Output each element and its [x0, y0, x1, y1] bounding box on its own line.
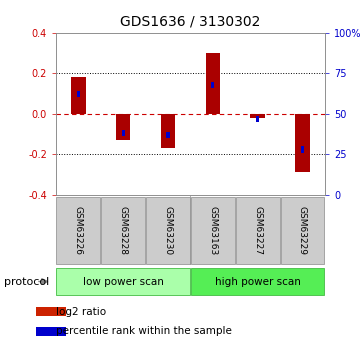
Bar	[56, 197, 100, 264]
Bar	[301, 147, 304, 152]
Bar	[280, 197, 325, 264]
Text: protocol: protocol	[4, 277, 49, 286]
Text: GSM63226: GSM63226	[74, 206, 83, 255]
Bar	[36, 327, 66, 336]
Bar	[206, 53, 220, 114]
Bar	[77, 91, 80, 97]
Text: GSM63163: GSM63163	[208, 206, 217, 255]
Text: GSM63229: GSM63229	[298, 206, 307, 255]
Bar	[166, 132, 170, 138]
Text: percentile rank within the sample: percentile rank within the sample	[56, 326, 232, 336]
Bar	[56, 268, 190, 295]
Bar	[146, 197, 190, 264]
Bar	[116, 114, 130, 140]
Title: GDS1636 / 3130302: GDS1636 / 3130302	[120, 15, 261, 29]
Bar	[122, 130, 125, 136]
Text: GSM63228: GSM63228	[119, 206, 128, 255]
Bar	[295, 114, 310, 171]
Bar	[256, 116, 259, 122]
Text: log2 ratio: log2 ratio	[56, 307, 106, 317]
Text: low power scan: low power scan	[83, 277, 164, 286]
Bar	[71, 77, 86, 114]
Text: GSM63230: GSM63230	[164, 206, 173, 255]
Text: high power scan: high power scan	[215, 277, 301, 286]
Bar	[161, 114, 175, 148]
Bar	[251, 114, 265, 118]
Bar	[236, 197, 280, 264]
Text: GSM63227: GSM63227	[253, 206, 262, 255]
Bar	[101, 197, 145, 264]
Bar	[191, 268, 325, 295]
Bar	[36, 307, 66, 316]
Bar	[211, 82, 214, 88]
Bar	[191, 197, 235, 264]
